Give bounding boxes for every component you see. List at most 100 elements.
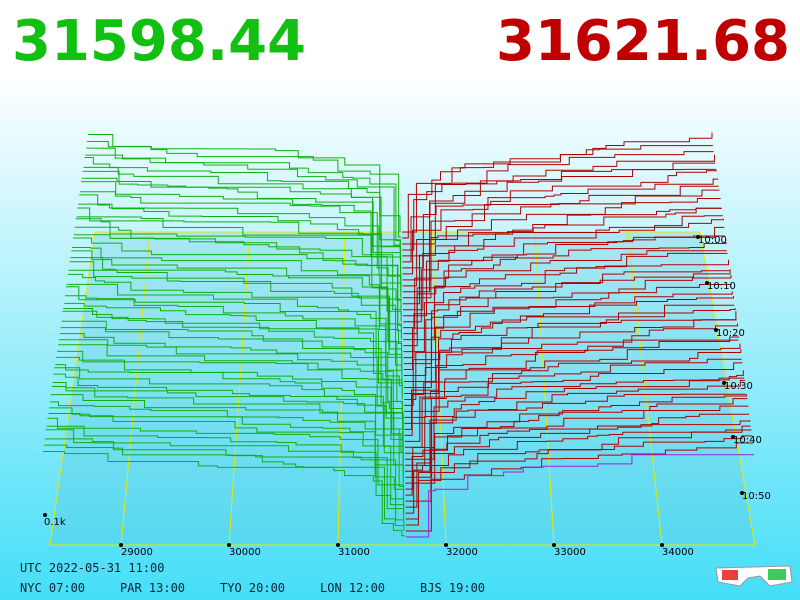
- ask-depth-line: [402, 178, 719, 275]
- ask-depth-line: [404, 295, 734, 388]
- ask-depth-line: [404, 370, 744, 460]
- city-time: NYC 07:00: [20, 581, 85, 595]
- ask-depth-line: [403, 259, 729, 353]
- bid-depth-line: [44, 438, 405, 526]
- bid-depth-line: [66, 283, 403, 376]
- ask-depth-line: [404, 319, 737, 412]
- price-grid-line: [228, 231, 251, 546]
- city-time: PAR 13:00: [120, 581, 185, 595]
- price-tick-label: 34000: [662, 547, 694, 558]
- ask-depth-line: [403, 274, 732, 371]
- bid-depth-line: [46, 425, 405, 514]
- ask-depth-line: [404, 343, 741, 436]
- ask-price: 31621.68: [496, 9, 790, 74]
- time-tick-label: 10:20: [716, 328, 745, 339]
- ask-depth-line: [405, 379, 745, 472]
- time-tick-label: 10:10: [707, 281, 736, 292]
- bid-depth-line: [76, 216, 402, 310]
- city-time: LON 12:00: [320, 581, 385, 595]
- tick-dot: [722, 381, 726, 385]
- bid-depth-line: [50, 394, 404, 484]
- city-time: BJS 19:00: [420, 581, 485, 595]
- time-tick-label: 10:30: [724, 381, 753, 392]
- bid-depth-line: [60, 327, 403, 418]
- bid-depth-line: [55, 364, 404, 454]
- ask-depth-line: [405, 398, 748, 490]
- city-time: TYO 20:00: [220, 581, 285, 595]
- bid-depth-line: [63, 307, 403, 400]
- bid-depth-line: [80, 181, 402, 280]
- tick-dot: [43, 513, 47, 517]
- bid-depth-line: [65, 295, 403, 388]
- bid-depth-line: [67, 273, 403, 370]
- bid-depth-line: [73, 237, 402, 334]
- ask-depth-line: [402, 207, 722, 305]
- bid-depth-line: [58, 344, 404, 436]
- bid-depth-line: [74, 226, 402, 322]
- ask-depth-line: [405, 394, 748, 484]
- bid-depth-line: [79, 194, 402, 292]
- ask-depth-line: [404, 336, 740, 430]
- ask-depth-line: [403, 291, 733, 383]
- ask-depth-line: [405, 442, 754, 532]
- bid-depth-line: [51, 386, 404, 478]
- ask-depth-line: [405, 420, 751, 508]
- ask-depth-line: [405, 377, 745, 466]
- ask-depth-line: [404, 362, 743, 454]
- ask-depth-line: [405, 393, 746, 478]
- bid-depth-line: [45, 429, 405, 520]
- ask-depth-line: [402, 207, 722, 299]
- bid-depth-line: [59, 333, 404, 424]
- bid-depth-line: [70, 257, 403, 352]
- bid-depth-line: [48, 413, 405, 502]
- price-tick-label: 30000: [229, 547, 261, 558]
- ask-depth-line: [403, 252, 728, 347]
- time-tick-label: 10:50: [742, 491, 771, 502]
- bid-price: 31598.44: [12, 9, 306, 74]
- bid-depth-line: [56, 356, 404, 448]
- depth-label: 0.1k: [44, 517, 66, 528]
- ask-depth-line: [406, 454, 754, 538]
- tick-dot: [336, 543, 340, 547]
- bid-depth-line: [58, 339, 404, 430]
- ask-depth-line: [405, 425, 751, 514]
- tick-dot: [696, 235, 700, 239]
- ask-depth-line: [404, 349, 742, 442]
- bid-depth-line: [43, 450, 405, 537]
- bid-depth-line: [54, 367, 404, 460]
- bid-depth-line: [52, 381, 404, 472]
- ask-depth-line: [403, 241, 727, 335]
- bid-depth-line: [62, 310, 403, 406]
- bid-depth-line: [87, 141, 401, 238]
- bid-depth-line: [86, 147, 401, 244]
- ask-depth-line: [404, 358, 742, 448]
- tick-dot: [552, 543, 556, 547]
- time-tick-label: 10:40: [733, 435, 762, 446]
- tick-dot: [714, 328, 718, 332]
- price-grid-line: [120, 231, 151, 546]
- tick-dot: [119, 543, 123, 547]
- ask-depth-line: [402, 145, 713, 239]
- ask-depth-line: [405, 435, 753, 526]
- ask-depth-line: [403, 215, 723, 311]
- tick-dot: [731, 435, 735, 439]
- ask-depth-line: [402, 189, 720, 287]
- tick-dot: [705, 281, 709, 285]
- ask-depth-line: [403, 269, 731, 365]
- bid-depth-line: [64, 302, 403, 394]
- utc-time: UTC 2022-05-31 11:00: [20, 561, 165, 575]
- price-grid-line: [627, 231, 663, 546]
- ask-depth-line: [403, 250, 727, 341]
- bid-depth-line: [43, 444, 405, 532]
- bid-depth-line: [57, 350, 404, 442]
- bid-depth-line: [82, 170, 401, 268]
- tick-dot: [227, 543, 231, 547]
- bid-depth-line: [73, 234, 402, 328]
- ask-depth-line: [405, 413, 750, 502]
- price-tick-label: 29000: [121, 547, 153, 558]
- bid-depth-line: [78, 203, 402, 298]
- bid-depth-line: [65, 286, 403, 382]
- ask-depth-line: [402, 154, 715, 251]
